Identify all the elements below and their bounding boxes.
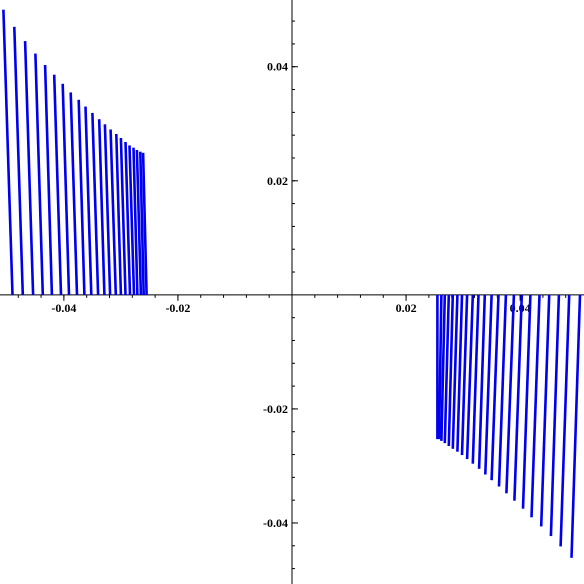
curve-segment xyxy=(570,294,582,558)
x-tick-label: 0.02 xyxy=(396,301,417,315)
curve-segment xyxy=(13,26,25,295)
curve-segment xyxy=(505,294,516,494)
curve-segment xyxy=(497,294,508,487)
curve-segment xyxy=(460,294,469,456)
curve-segment xyxy=(549,294,561,537)
curve-segment xyxy=(2,9,14,295)
curve-segment xyxy=(119,137,127,295)
curve-segment xyxy=(61,83,71,295)
curve-segment xyxy=(513,294,524,501)
curve-segment xyxy=(559,294,571,547)
curve-segment xyxy=(23,41,35,295)
curve-segment xyxy=(69,92,79,295)
curve-segment xyxy=(115,133,123,295)
y-tick-label: 0.04 xyxy=(267,60,288,74)
curve-segment xyxy=(52,74,63,295)
curve-segment xyxy=(465,294,475,460)
curve-segment xyxy=(456,294,464,452)
curve-segment xyxy=(135,149,143,295)
y-tick-label: -0.02 xyxy=(263,402,288,416)
curve-segment xyxy=(451,294,459,449)
curve-segment xyxy=(484,294,493,475)
y-tick-label: -0.04 xyxy=(263,516,288,530)
curve-segment xyxy=(43,64,54,295)
curve-segment xyxy=(521,294,532,509)
y-tick-label: 0.02 xyxy=(267,174,288,188)
major-ticks xyxy=(63,66,521,524)
curve-segment xyxy=(447,294,455,447)
curve-segment xyxy=(443,294,451,444)
curve-segment xyxy=(128,145,136,295)
curve-segment xyxy=(139,151,145,295)
curve-segment xyxy=(471,294,480,464)
curve-segment xyxy=(490,294,500,481)
curve-segment xyxy=(440,294,447,441)
curve-segment xyxy=(539,294,551,527)
curve-segment xyxy=(109,129,118,295)
curve-segment xyxy=(437,294,443,440)
curve-segment xyxy=(132,147,139,295)
curve-segment xyxy=(103,124,112,295)
curve-segment xyxy=(84,106,93,295)
tick-labels: -0.04 -0.02 0.02 0.040.040.02-0.02-0.04 xyxy=(51,60,530,530)
x-tick-label: -0.02 xyxy=(165,301,190,315)
curve-segment xyxy=(141,152,148,295)
curve-segment xyxy=(77,99,86,295)
x-tick-label: -0.04 xyxy=(51,301,76,315)
curve-segment xyxy=(477,294,487,469)
curve-segment xyxy=(530,294,541,518)
curve-segment xyxy=(91,112,100,295)
curve-segment xyxy=(124,141,132,295)
curve-segment xyxy=(97,119,106,295)
curves xyxy=(2,9,582,558)
curve-segment xyxy=(34,53,45,295)
